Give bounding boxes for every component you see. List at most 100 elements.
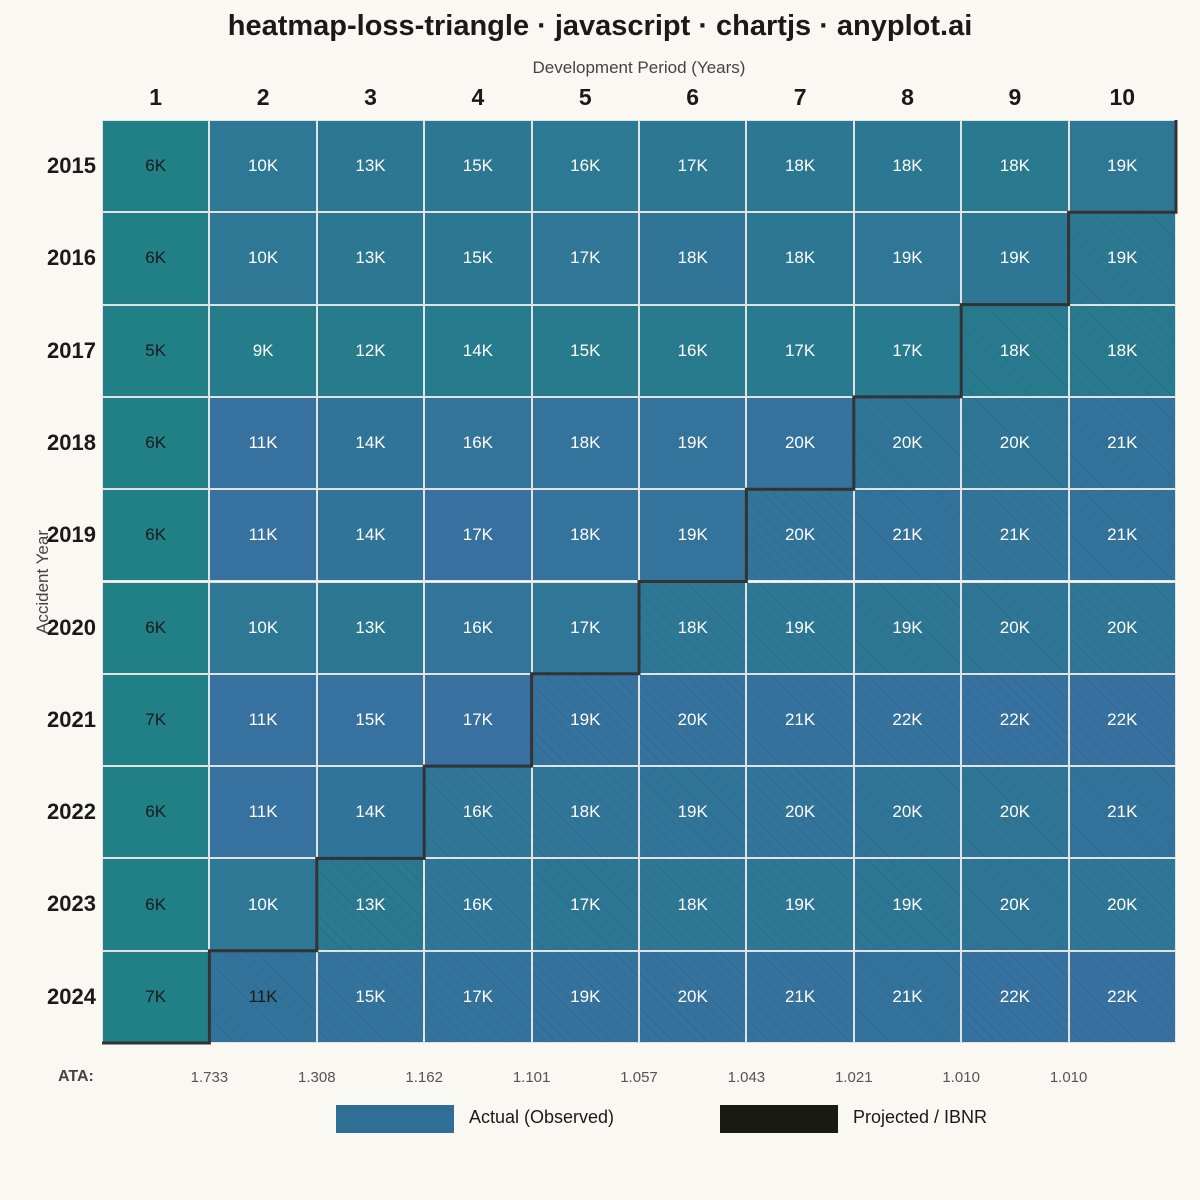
y-tick-label: 2017 bbox=[47, 337, 96, 363]
heatmap-cell-projected: 20K bbox=[961, 581, 1069, 674]
heatmap-cell-observed: 18K bbox=[531, 396, 639, 490]
ata-factor: 1.162 bbox=[405, 1069, 443, 1086]
heatmap-cell-projected: 19K bbox=[639, 766, 747, 859]
heatmap-cell-projected: 17K bbox=[531, 858, 639, 951]
heatmap-cell-observed: 16K bbox=[424, 581, 532, 674]
heatmap-cell-observed: 6K bbox=[102, 766, 210, 859]
heatmap-cell-observed: 10K bbox=[209, 212, 317, 305]
heatmap-cell-projected: 19K bbox=[853, 581, 962, 674]
heatmap-cell-observed: 6K bbox=[102, 212, 210, 305]
heatmap-cell-projected: 22K bbox=[961, 673, 1069, 767]
x-tick-label: 1 bbox=[149, 84, 163, 110]
heatmap-cell-observed: 19K bbox=[1068, 120, 1176, 213]
heatmap-cell-observed: 14K bbox=[316, 489, 425, 582]
heatmap-cell-projected: 19K bbox=[1068, 212, 1176, 305]
heatmap-cell-projected: 17K bbox=[424, 950, 532, 1043]
ata-factor: 1.010 bbox=[942, 1069, 980, 1086]
heatmap-cell-projected: 20K bbox=[853, 396, 962, 490]
heatmap-cell-observed: 18K bbox=[961, 120, 1069, 213]
heatmap-cell-projected: 19K bbox=[746, 858, 854, 951]
x-tick-label: 8 bbox=[901, 84, 914, 110]
heatmap-cell-observed: 13K bbox=[316, 212, 425, 305]
x-tick-label: 7 bbox=[793, 84, 807, 110]
heatmap-cell-projected: 20K bbox=[1068, 581, 1176, 674]
heatmap-cell-projected: 21K bbox=[961, 489, 1069, 582]
y-tick-label: 2024 bbox=[47, 983, 96, 1009]
heatmap-cell-observed: 6K bbox=[102, 396, 210, 490]
heatmap-cell-observed: 14K bbox=[424, 304, 532, 397]
heatmap-cell-observed: 6K bbox=[102, 120, 210, 213]
heatmap-cell-projected: 16K bbox=[424, 858, 532, 951]
heatmap-cell-observed: 18K bbox=[531, 489, 639, 582]
heatmap-cell-observed: 14K bbox=[316, 766, 425, 859]
heatmap-cell-observed: 11K bbox=[209, 673, 317, 767]
ata-factor: 1.010 bbox=[1049, 1069, 1088, 1086]
heatmap-cell-projected: 19K bbox=[746, 581, 854, 674]
heatmap-cell-observed: 17K bbox=[531, 581, 639, 674]
heatmap-cell-projected: 18K bbox=[1068, 304, 1176, 397]
heatmap-cell-projected: 21K bbox=[746, 673, 854, 767]
heatmap-cell-projected: 20K bbox=[746, 766, 854, 859]
chart-title: heatmap-loss-triangle · javascript · cha… bbox=[227, 10, 973, 42]
heatmap-cell-observed: 16K bbox=[424, 396, 532, 490]
heatmap-cell-observed: 6K bbox=[102, 489, 210, 582]
heatmap-cell-observed: 14K bbox=[316, 396, 425, 490]
heatmap-cell-observed: 19K bbox=[961, 212, 1069, 305]
x-tick-label: 6 bbox=[686, 84, 700, 110]
heatmap-cell-observed: 19K bbox=[639, 489, 747, 582]
heatmap-cell-projected: 18K bbox=[639, 858, 747, 951]
heatmap-cell-observed: 20K bbox=[746, 396, 854, 490]
y-tick-label: 2022 bbox=[47, 799, 96, 825]
heatmap-cell-projected: 20K bbox=[746, 489, 854, 582]
heatmap-cell-observed: 10K bbox=[209, 581, 317, 674]
heatmap-cell-projected: 20K bbox=[961, 396, 1069, 490]
heatmap-cell-observed: 15K bbox=[424, 212, 532, 305]
heatmap-cell-projected: 20K bbox=[1068, 858, 1176, 951]
heatmap-cell-projected: 19K bbox=[531, 673, 639, 767]
heatmap-cell-projected: 21K bbox=[1068, 396, 1176, 490]
heatmap-cell-projected: 20K bbox=[639, 950, 747, 1043]
ata-label: ATA: bbox=[58, 1068, 94, 1085]
heatmap-cell-projected: 22K bbox=[853, 673, 962, 767]
legend-swatch-actual bbox=[336, 1105, 454, 1133]
heatmap-cell-projected: 19K bbox=[531, 950, 639, 1043]
heatmap-cell-projected: 20K bbox=[853, 766, 962, 859]
heatmap-cell-projected: 18K bbox=[531, 766, 639, 859]
heatmap-cell-observed: 17K bbox=[424, 673, 532, 767]
legend-label-projected: Projected / IBNR bbox=[853, 1107, 988, 1127]
heatmap-cell-projected: 20K bbox=[961, 858, 1069, 951]
heatmap-cell-observed: 6K bbox=[102, 858, 210, 951]
heatmap-cell-observed: 6K bbox=[102, 581, 210, 674]
heatmap-cell-projected: 21K bbox=[746, 950, 854, 1043]
heatmap-cell-observed: 16K bbox=[531, 120, 639, 213]
heatmap-cell-observed: 10K bbox=[209, 858, 317, 951]
heatmap-cell-projected: 16K bbox=[424, 766, 532, 859]
heatmap-cell-observed: 18K bbox=[853, 120, 962, 213]
heatmap-cell-observed: 7K bbox=[102, 950, 210, 1043]
heatmap-cell-observed: 12K bbox=[316, 304, 425, 397]
heatmap-cell-projected: 21K bbox=[1068, 489, 1176, 582]
heatmap-cell-observed: 9K bbox=[209, 304, 317, 397]
heatmap-cell-observed: 11K bbox=[209, 396, 317, 490]
heatmap-cell-observed: 18K bbox=[639, 212, 747, 305]
x-tick-label: 3 bbox=[364, 84, 377, 110]
heatmap-cell-observed: 5K bbox=[102, 304, 210, 397]
heatmap-cell-observed: 17K bbox=[531, 212, 639, 305]
heatmap-cell-projected: 18K bbox=[961, 304, 1069, 397]
heatmap-cell-observed: 13K bbox=[316, 120, 425, 213]
heatmap-cell-observed: 17K bbox=[853, 304, 962, 397]
heatmap-cell-projected: 22K bbox=[961, 950, 1069, 1043]
heatmap-cell-observed: 7K bbox=[102, 673, 210, 767]
heatmap-cell-observed: 11K bbox=[209, 489, 317, 582]
ata-factor: 1.733 bbox=[190, 1069, 229, 1086]
heatmap-cell-projected: 21K bbox=[1068, 766, 1176, 859]
heatmap-cell-observed: 11K bbox=[209, 766, 317, 859]
ata-factor: 1.101 bbox=[512, 1069, 551, 1086]
y-tick-label: 2018 bbox=[47, 429, 96, 455]
y-tick-label: 2023 bbox=[47, 891, 96, 917]
heatmap-cell-projected: 22K bbox=[1068, 950, 1176, 1043]
heatmap-cell-projected: 19K bbox=[853, 858, 962, 951]
legend-label-actual: Actual (Observed) bbox=[469, 1107, 615, 1127]
ata-factor: 1.057 bbox=[620, 1069, 658, 1086]
heatmap-cell-observed: 18K bbox=[746, 120, 854, 213]
